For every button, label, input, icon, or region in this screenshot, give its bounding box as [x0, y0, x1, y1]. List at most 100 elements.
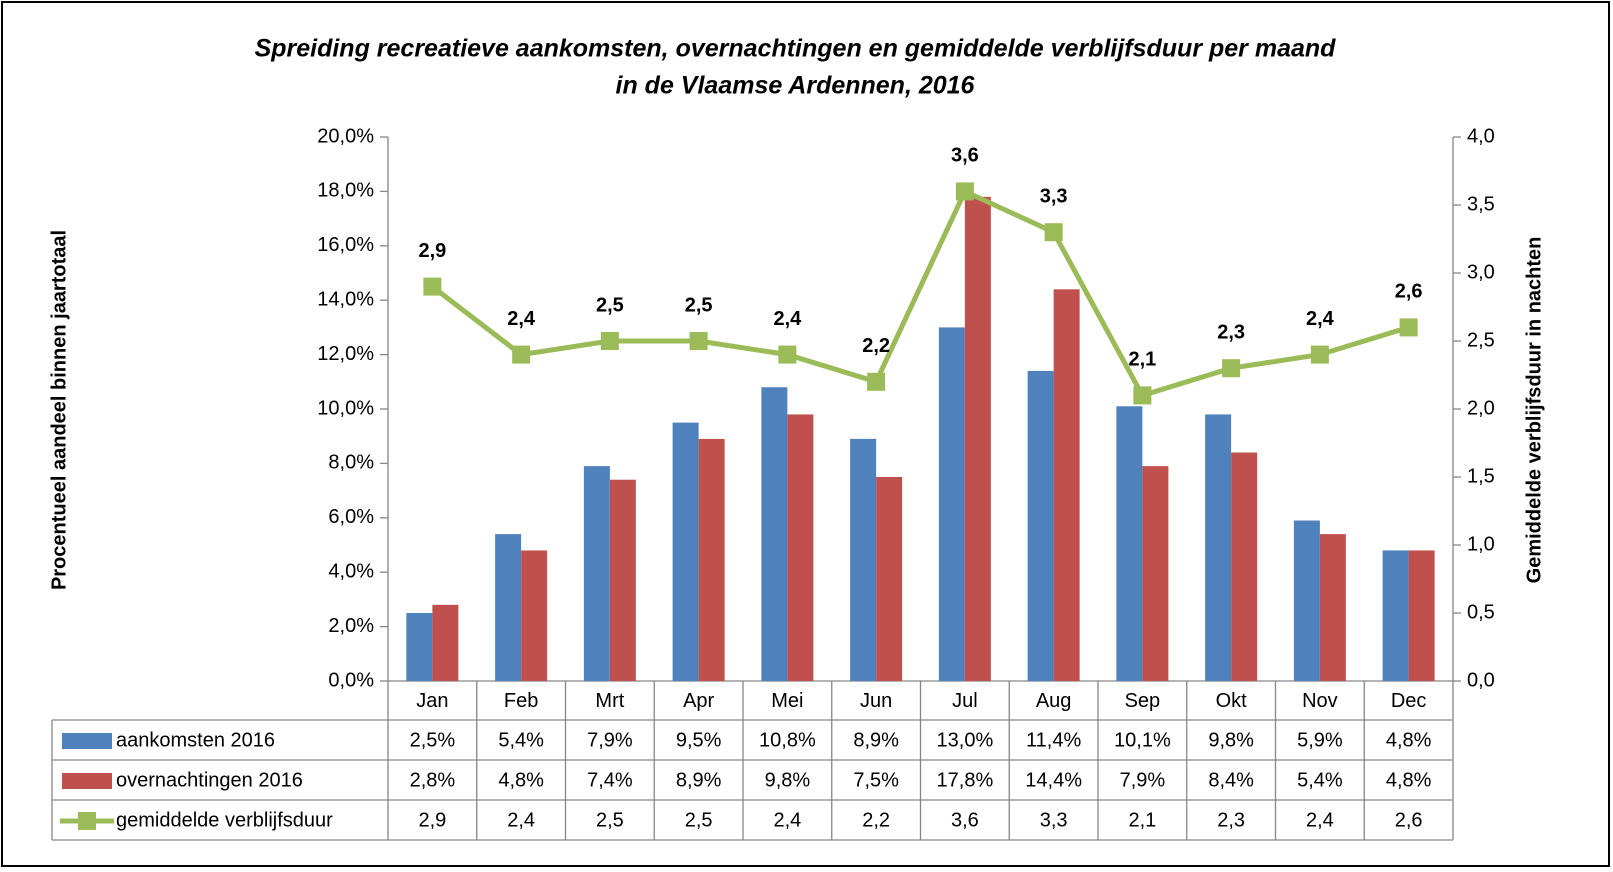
data-label: 2,4	[773, 308, 802, 330]
bar	[1205, 414, 1232, 681]
data-label: 3,6	[951, 145, 979, 167]
table-cell: 3,3	[1040, 809, 1068, 831]
table-cell: 10,1%	[1114, 729, 1171, 751]
line-marker	[512, 345, 531, 364]
table-cell: 7,9%	[587, 729, 633, 751]
x-tick-label: Sep	[1125, 690, 1161, 712]
line-marker	[1133, 386, 1152, 405]
y2-tick-label: 2,5	[1467, 329, 1495, 351]
data-label: 2,2	[862, 335, 890, 357]
bar	[672, 422, 699, 681]
table-cell: 10,8%	[759, 729, 816, 751]
x-tick-label: Jan	[416, 690, 448, 712]
table-cell: 2,4	[507, 809, 535, 831]
legend-swatch	[62, 733, 112, 749]
y-tick-label: 18,0%	[317, 180, 374, 202]
bar	[406, 613, 433, 681]
line-marker	[1222, 359, 1241, 378]
table-cell: 7,4%	[587, 769, 633, 791]
table-cell: 9,8%	[765, 769, 811, 791]
bar	[964, 196, 991, 681]
y2-tick-label: 0,0	[1467, 669, 1495, 691]
y-tick-label: 10,0%	[317, 397, 374, 419]
table-cell: 7,9%	[1120, 769, 1166, 791]
line-marker	[423, 277, 442, 296]
x-tick-label: Nov	[1302, 690, 1338, 712]
bar	[1293, 520, 1320, 681]
data-label: 2,5	[685, 294, 713, 316]
y2-tick-label: 2,0	[1467, 397, 1495, 419]
legend-swatch	[62, 773, 112, 789]
y2-tick-label: 1,0	[1467, 533, 1495, 555]
bar	[761, 387, 788, 681]
table-cell: 2,4	[1306, 809, 1334, 831]
table-cell: 17,8%	[937, 769, 994, 791]
table-cell: 8,9%	[853, 729, 899, 751]
table-cell: 2,6	[1395, 809, 1423, 831]
line-marker	[867, 372, 886, 391]
x-tick-label: Apr	[683, 690, 714, 712]
y2-tick-label: 1,5	[1467, 465, 1495, 487]
y-tick-label: 2,0%	[328, 615, 374, 637]
line	[430, 188, 1410, 399]
line-marker	[1399, 318, 1418, 337]
table-cell: 5,4%	[498, 729, 544, 751]
bar	[1027, 370, 1054, 681]
table-cell: 2,5%	[410, 729, 456, 751]
table-cell: 2,1	[1128, 809, 1156, 831]
x-tick-label: Dec	[1391, 690, 1427, 712]
line-marker	[689, 332, 708, 350]
y-tick-label: 8,0%	[328, 452, 374, 474]
bar	[1142, 466, 1169, 681]
table-cell: 14,4%	[1025, 769, 1082, 791]
bar	[521, 550, 548, 681]
table-cell: 9,5%	[676, 729, 722, 751]
table-cell: 4,8%	[1386, 729, 1432, 751]
table-cell: 8,9%	[676, 769, 722, 791]
legend-label: gemiddelde verblijfsduur	[116, 809, 333, 831]
bar	[1116, 406, 1143, 681]
chart-title: Spreiding recreatieve aankomsten, overna…	[255, 35, 1337, 63]
legend-marker	[78, 812, 96, 830]
table-cell: 11,4%	[1026, 729, 1081, 751]
bar	[1231, 452, 1258, 681]
data-label: 2,3	[1217, 321, 1245, 343]
data-label: 2,5	[596, 294, 624, 316]
bar	[1382, 550, 1409, 681]
table-cell: 2,4	[773, 809, 801, 831]
y-tick-label: 20,0%	[317, 125, 374, 147]
y2-tick-label: 3,0	[1467, 261, 1495, 283]
legend-label: aankomsten 2016	[116, 729, 275, 751]
table-cell: 5,4%	[1297, 769, 1343, 791]
chart-title: in de Vlaamse Ardennen, 2016	[616, 72, 976, 100]
x-tick-label: Aug	[1036, 690, 1072, 712]
bar	[432, 604, 459, 681]
y2-tick-label: 0,5	[1467, 601, 1495, 623]
table-cell: 8,4%	[1208, 769, 1254, 791]
bar	[495, 534, 522, 681]
data-label: 2,9	[418, 240, 446, 262]
y2-axis-title: Gemiddelde verblijfsduur in nachten	[1523, 237, 1545, 584]
bar	[583, 466, 610, 681]
x-tick-label: Mrt	[595, 690, 624, 712]
table-cell: 2,8%	[410, 769, 456, 791]
bar	[1408, 550, 1435, 681]
bar	[938, 327, 965, 681]
y2-tick-label: 3,5	[1467, 193, 1495, 215]
bar	[1319, 534, 1346, 681]
table-cell: 2,9	[418, 809, 446, 831]
table-cell: 2,5	[685, 809, 713, 831]
data-label: 3,3	[1040, 185, 1068, 207]
bar	[609, 479, 636, 681]
line-marker	[600, 332, 619, 350]
y-tick-label: 14,0%	[317, 288, 374, 310]
data-label: 2,6	[1395, 281, 1423, 303]
data-label: 2,4	[507, 308, 536, 330]
y-tick-label: 4,0%	[328, 560, 374, 582]
y-tick-label: 0,0%	[328, 669, 374, 691]
data-label: 2,1	[1128, 349, 1156, 371]
table-cell: 4,8%	[1386, 769, 1432, 791]
x-tick-label: Jul	[952, 690, 978, 712]
table-cell: 13,0%	[937, 729, 994, 751]
